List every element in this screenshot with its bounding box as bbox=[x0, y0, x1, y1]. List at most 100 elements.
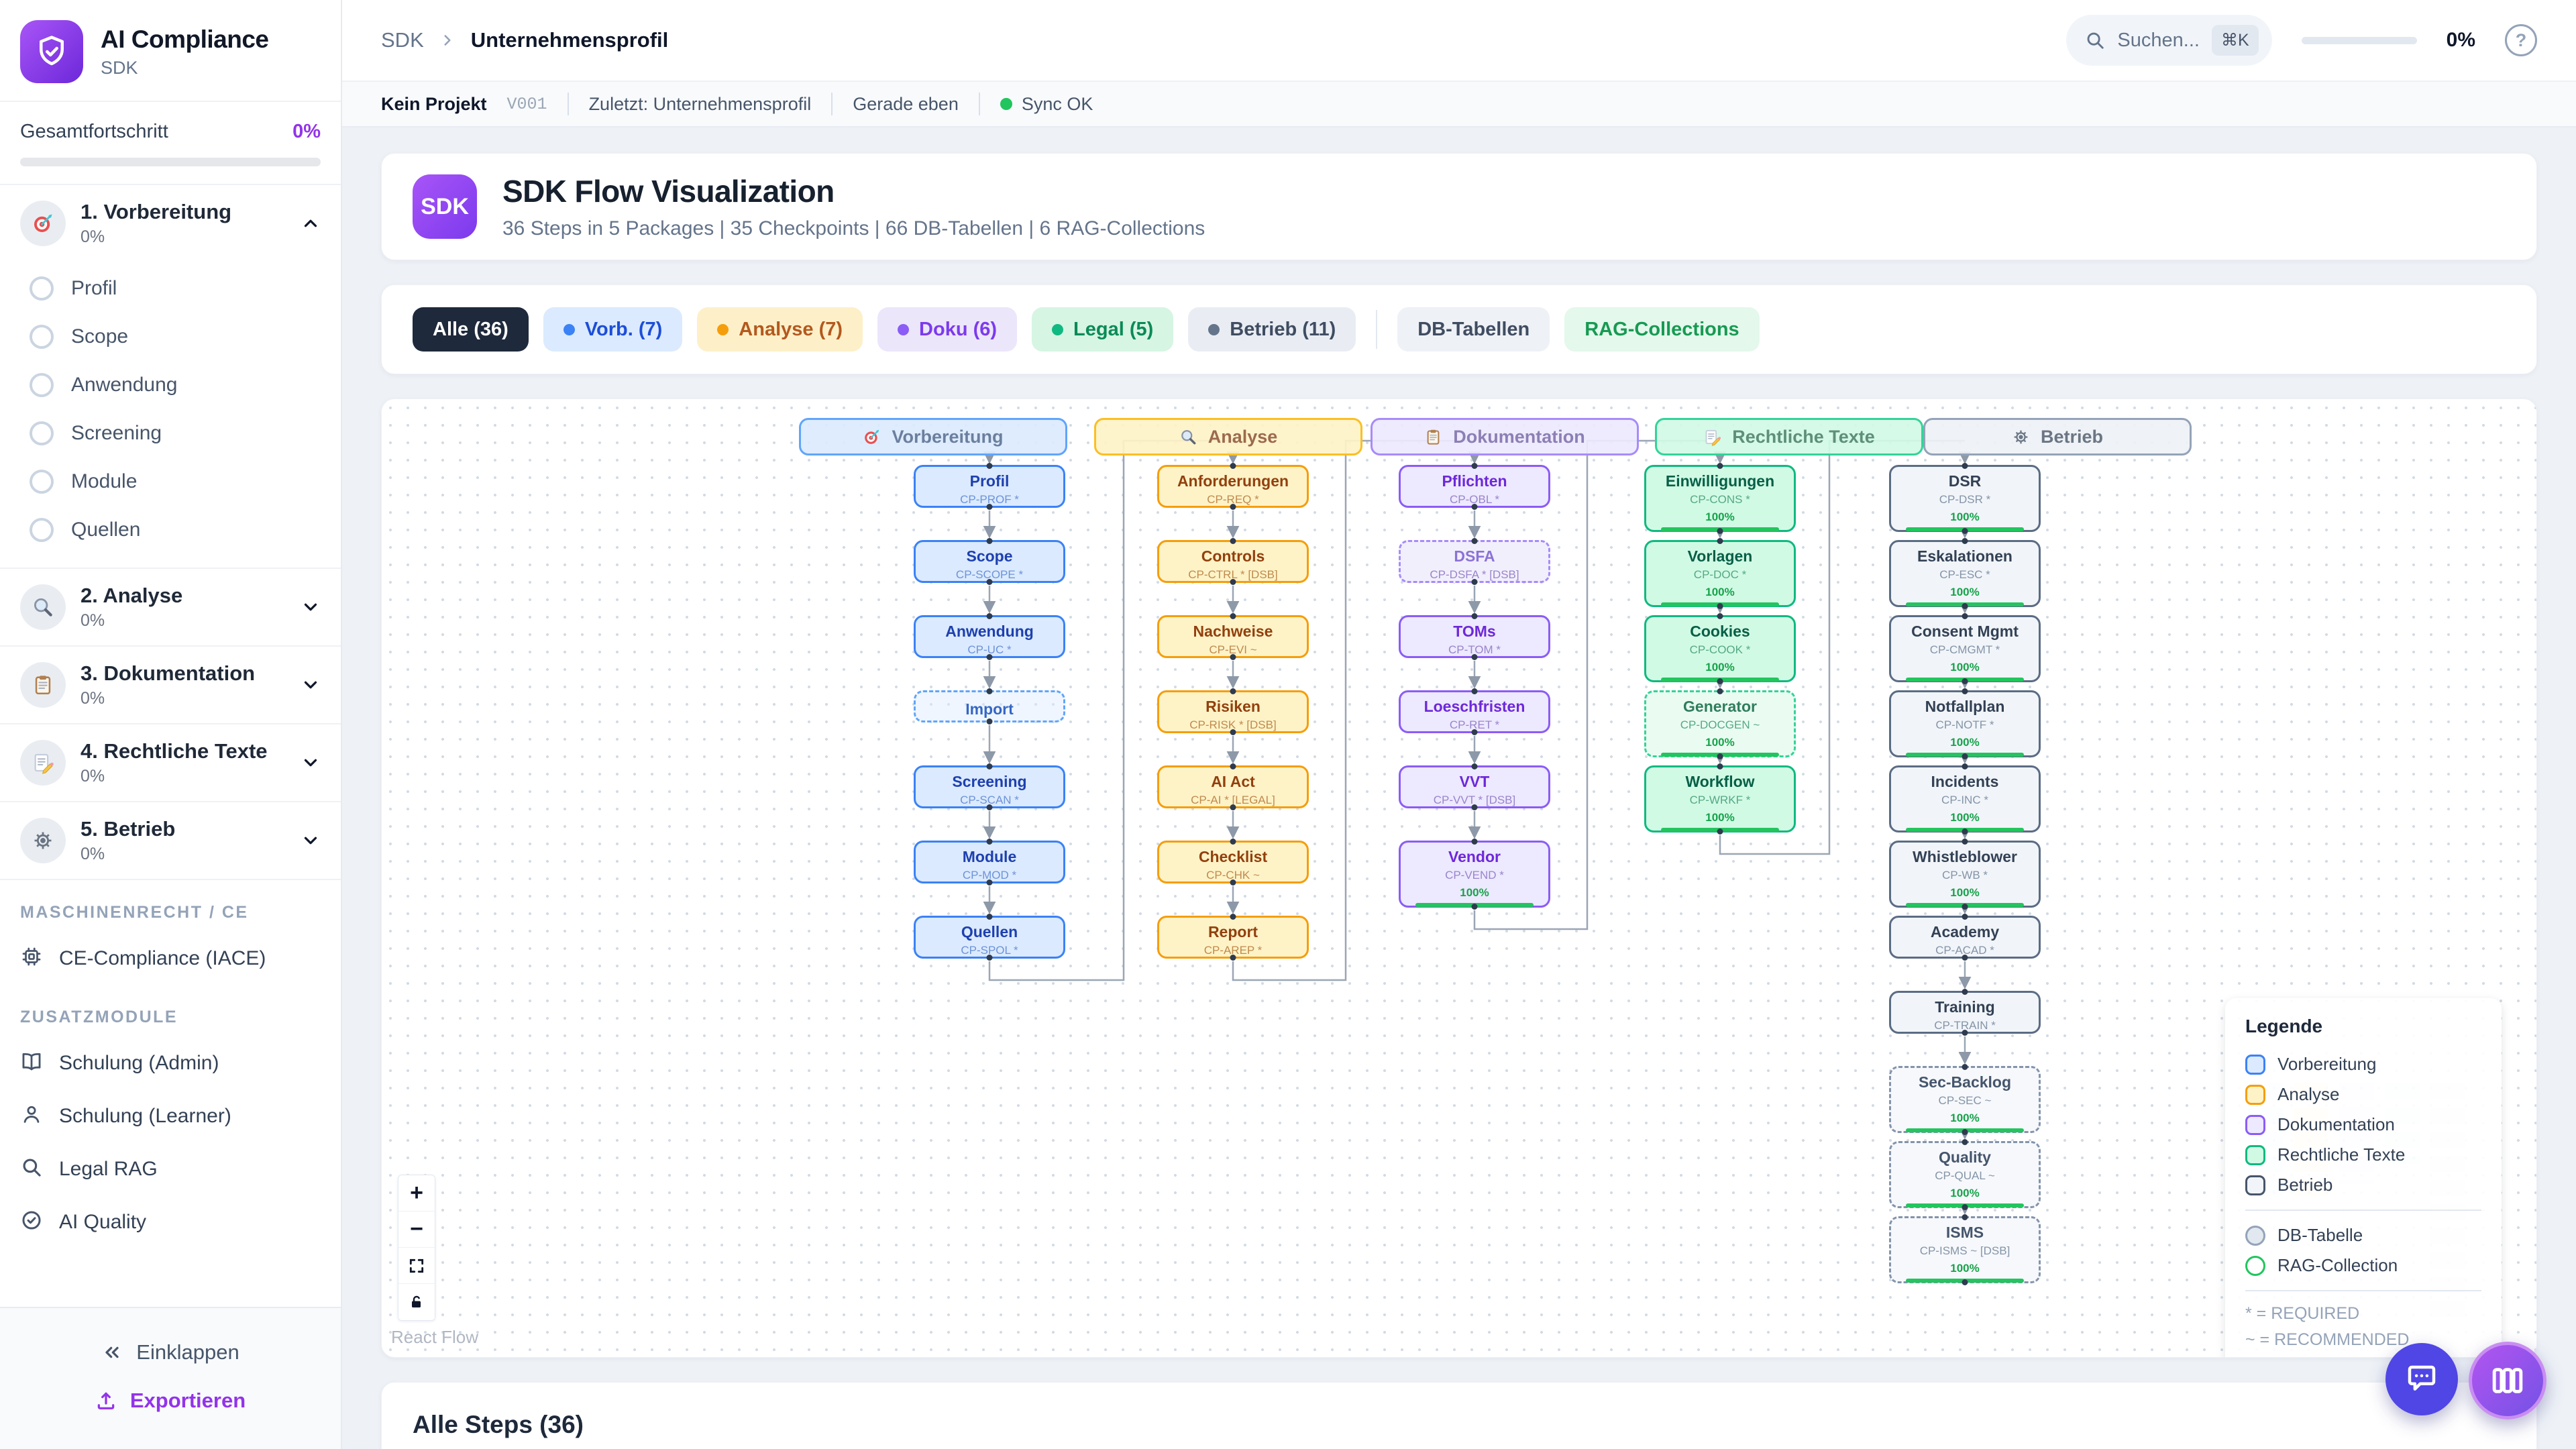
filter-chip-betrieb[interactable]: Betrieb (11) bbox=[1188, 307, 1356, 352]
flow-node-controls[interactable]: Controls CP-CTRL * [DSB] bbox=[1157, 540, 1309, 583]
topbar: SDK Unternehmensprofil Suchen... ⌘K 0% ? bbox=[342, 0, 2576, 82]
flow-node-cookies[interactable]: Cookies CP-COOK * 100% bbox=[1644, 615, 1796, 682]
collapse-sidebar-button[interactable]: Einklappen bbox=[0, 1328, 341, 1377]
flow-node-import[interactable]: Import bbox=[914, 690, 1065, 722]
flow-node-sec-backlog[interactable]: Sec-Backlog CP-SEC ~100% bbox=[1889, 1066, 2041, 1133]
sidebar-item-schulung-learner-[interactable]: Schulung (Learner) bbox=[0, 1089, 341, 1142]
zoom-out-button[interactable]: − bbox=[398, 1212, 435, 1248]
sidebar-section-5[interactable]: 5. Betrieb 0% bbox=[0, 802, 341, 879]
flow-node-profil[interactable]: Profil CP-PROF * bbox=[914, 465, 1065, 508]
chat-button[interactable] bbox=[2385, 1343, 2458, 1415]
export-button[interactable]: Exportieren bbox=[0, 1377, 341, 1425]
sidebar-step-scope[interactable]: Scope bbox=[0, 313, 341, 361]
flow-node-dsfa[interactable]: DSFA CP-DSFA * [DSB] bbox=[1399, 540, 1550, 583]
flow-node-notfallplan[interactable]: Notfallplan CP-NOTF * 100% bbox=[1889, 690, 2041, 757]
sidebar-section-3[interactable]: 3. Dokumentation 0% bbox=[0, 647, 341, 723]
status-version: V001 bbox=[506, 94, 547, 114]
filter-chip-analyse[interactable]: Analyse (7) bbox=[697, 307, 863, 352]
flow-node-vendor[interactable]: Vendor CP-VEND * 100% bbox=[1399, 841, 1550, 908]
flow-node-vorlagen[interactable]: Vorlagen CP-DOC * 100% bbox=[1644, 540, 1796, 607]
reactflow-attribution[interactable]: React Flow bbox=[391, 1327, 479, 1347]
filter-chip-db[interactable]: DB-Tabellen bbox=[1397, 307, 1550, 352]
flow-canvas[interactable]: Legende Vorbereitung Analyse Dokumentation… bbox=[381, 398, 2537, 1358]
flow-node-nachweise[interactable]: Nachweise CP-EVI ~ bbox=[1157, 615, 1309, 658]
app-title: AI Compliance bbox=[101, 25, 269, 53]
node-progress-bar bbox=[1415, 903, 1534, 908]
sidebar-section-1[interactable]: 1. Vorbereitung 0% bbox=[0, 185, 341, 262]
filter-chip-doku[interactable]: Doku (6) bbox=[877, 307, 1018, 352]
chat-bubble-icon bbox=[2408, 1365, 2436, 1391]
app-logo-row: AI Compliance SDK bbox=[0, 0, 341, 102]
columns-view-button[interactable] bbox=[2469, 1342, 2546, 1419]
node-progress-bar bbox=[1906, 527, 2024, 532]
clipboard-icon bbox=[20, 662, 66, 708]
sidebar-step-anwendung[interactable]: Anwendung bbox=[0, 361, 341, 409]
filter-chip-rag[interactable]: RAG-Collections bbox=[1564, 307, 1760, 352]
sidebar-step-profil[interactable]: Profil bbox=[0, 264, 341, 313]
flow-node-eskalationen[interactable]: Eskalationen CP-ESC * 100% bbox=[1889, 540, 2041, 607]
flow-node-report[interactable]: Report CP-AREP * bbox=[1157, 916, 1309, 959]
status-last: Zuletzt: Unternehmensprofil bbox=[588, 93, 812, 114]
flow-node-incidents[interactable]: Incidents CP-INC * 100% bbox=[1889, 765, 2041, 833]
sidebar-section-4[interactable]: 4. Rechtliche Texte 0% bbox=[0, 724, 341, 801]
flow-node-quality[interactable]: Quality CP-QUAL ~100% bbox=[1889, 1141, 2041, 1208]
sidebar-item-ce-compliance-iace-[interactable]: CE-Compliance (IACE) bbox=[0, 932, 341, 985]
filter-chip-vorb[interactable]: Vorb. (7) bbox=[543, 307, 683, 352]
flow-node-academy[interactable]: Academy CP-ACAD * bbox=[1889, 916, 2041, 959]
overall-progress-value: 0% bbox=[292, 121, 321, 142]
flow-node-checklist[interactable]: Checklist CP-CHK ~ bbox=[1157, 841, 1309, 883]
legend-note: ~ = RECOMMENDED bbox=[2245, 1330, 2410, 1349]
upload-icon bbox=[97, 1392, 115, 1409]
sidebar-step-quellen[interactable]: Quellen bbox=[0, 506, 341, 554]
filter-chip-all[interactable]: Alle (36) bbox=[413, 307, 529, 352]
flow-node-toms[interactable]: TOMs CP-TOM * bbox=[1399, 615, 1550, 658]
flow-node-risiken[interactable]: Risiken CP-RISK * [DSB] bbox=[1157, 690, 1309, 733]
flow-node-training[interactable]: Training CP-TRAIN * bbox=[1889, 991, 2041, 1034]
chevron-down-icon bbox=[301, 597, 321, 617]
flow-node-module[interactable]: Module CP-MOD * bbox=[914, 841, 1065, 883]
flow-node-scope[interactable]: Scope CP-SCOPE * bbox=[914, 540, 1065, 583]
legend-note: --- = gestrichelte Border: Optional bbox=[2245, 1353, 2481, 1357]
help-icon[interactable]: ? bbox=[2505, 24, 2537, 56]
flow-node-whistleblower[interactable]: Whistleblower CP-WB * 100% bbox=[1889, 841, 2041, 908]
fit-view-button[interactable] bbox=[398, 1248, 435, 1284]
flow-node-screening[interactable]: Screening CP-SCAN * bbox=[914, 765, 1065, 808]
flow-node-anwendung[interactable]: Anwendung CP-UC * bbox=[914, 615, 1065, 658]
search-placeholder: Suchen... bbox=[2117, 29, 2200, 51]
sidebar-item-ai-quality[interactable]: AI Quality bbox=[0, 1195, 341, 1248]
legend-note: * = REQUIRED bbox=[2245, 1304, 2360, 1323]
shield-check-icon bbox=[20, 20, 83, 83]
flow-node-ai-act[interactable]: AI Act CP-AI * [LEGAL] bbox=[1157, 765, 1309, 808]
flow-node-vvt[interactable]: VVT CP-VVT * [DSB] bbox=[1399, 765, 1550, 808]
flow-node-loeschfristen[interactable]: Loeschfristen CP-RET * bbox=[1399, 690, 1550, 733]
legend-item: Vorbereitung bbox=[2245, 1049, 2481, 1079]
flow-node-workflow[interactable]: Workflow CP-WRKF * 100% bbox=[1644, 765, 1796, 833]
flow-node-generator[interactable]: Generator CP-DOCGEN ~100% bbox=[1644, 690, 1796, 757]
lock-button[interactable] bbox=[398, 1284, 435, 1320]
zoom-in-button[interactable]: + bbox=[398, 1175, 435, 1212]
node-progress-bar bbox=[1906, 753, 2024, 757]
flow-node-quellen[interactable]: Quellen CP-SPOL * bbox=[914, 916, 1065, 959]
all-steps-panel: Alle Steps (36) bbox=[381, 1382, 2537, 1449]
node-progress-bar bbox=[1906, 678, 2024, 682]
search-input[interactable]: Suchen... ⌘K bbox=[2066, 15, 2272, 66]
flow-node-einwilligungen[interactable]: Einwilligungen CP-CONS * 100% bbox=[1644, 465, 1796, 532]
columns-icon bbox=[2492, 1368, 2523, 1393]
maschinenrecht-label: MASCHINENRECHT / CE bbox=[20, 903, 249, 922]
sidebar-item-schulung-admin-[interactable]: Schulung (Admin) bbox=[0, 1036, 341, 1089]
flow-node-isms[interactable]: ISMS CP-ISMS ~ [DSB] 100% bbox=[1889, 1216, 2041, 1283]
flow-node-pflichten[interactable]: Pflichten CP-OBL * bbox=[1399, 465, 1550, 508]
sidebar-section-2[interactable]: 2. Analyse 0% bbox=[0, 569, 341, 645]
sidebar-step-module[interactable]: Module bbox=[0, 458, 341, 506]
sidebar-item-legal-rag[interactable]: Legal RAG bbox=[0, 1142, 341, 1195]
magnifier-icon bbox=[20, 584, 66, 630]
sidebar-step-screening[interactable]: Screening bbox=[0, 409, 341, 458]
flow-node-anforderungen[interactable]: Anforderungen CP-REQ * bbox=[1157, 465, 1309, 508]
zusatzmodule-label: ZUSATZMODULE bbox=[20, 1008, 178, 1026]
flow-node-consent-mgmt[interactable]: Consent Mgmt CP-CMGMT * 100% bbox=[1889, 615, 2041, 682]
node-progress-bar bbox=[1661, 527, 1779, 532]
legend-item: Dokumentation bbox=[2245, 1110, 2481, 1140]
flow-node-dsr[interactable]: DSR CP-DSR * 100% bbox=[1889, 465, 2041, 532]
filter-chip-legal[interactable]: Legal (5) bbox=[1032, 307, 1174, 352]
breadcrumb-root[interactable]: SDK bbox=[381, 28, 424, 52]
